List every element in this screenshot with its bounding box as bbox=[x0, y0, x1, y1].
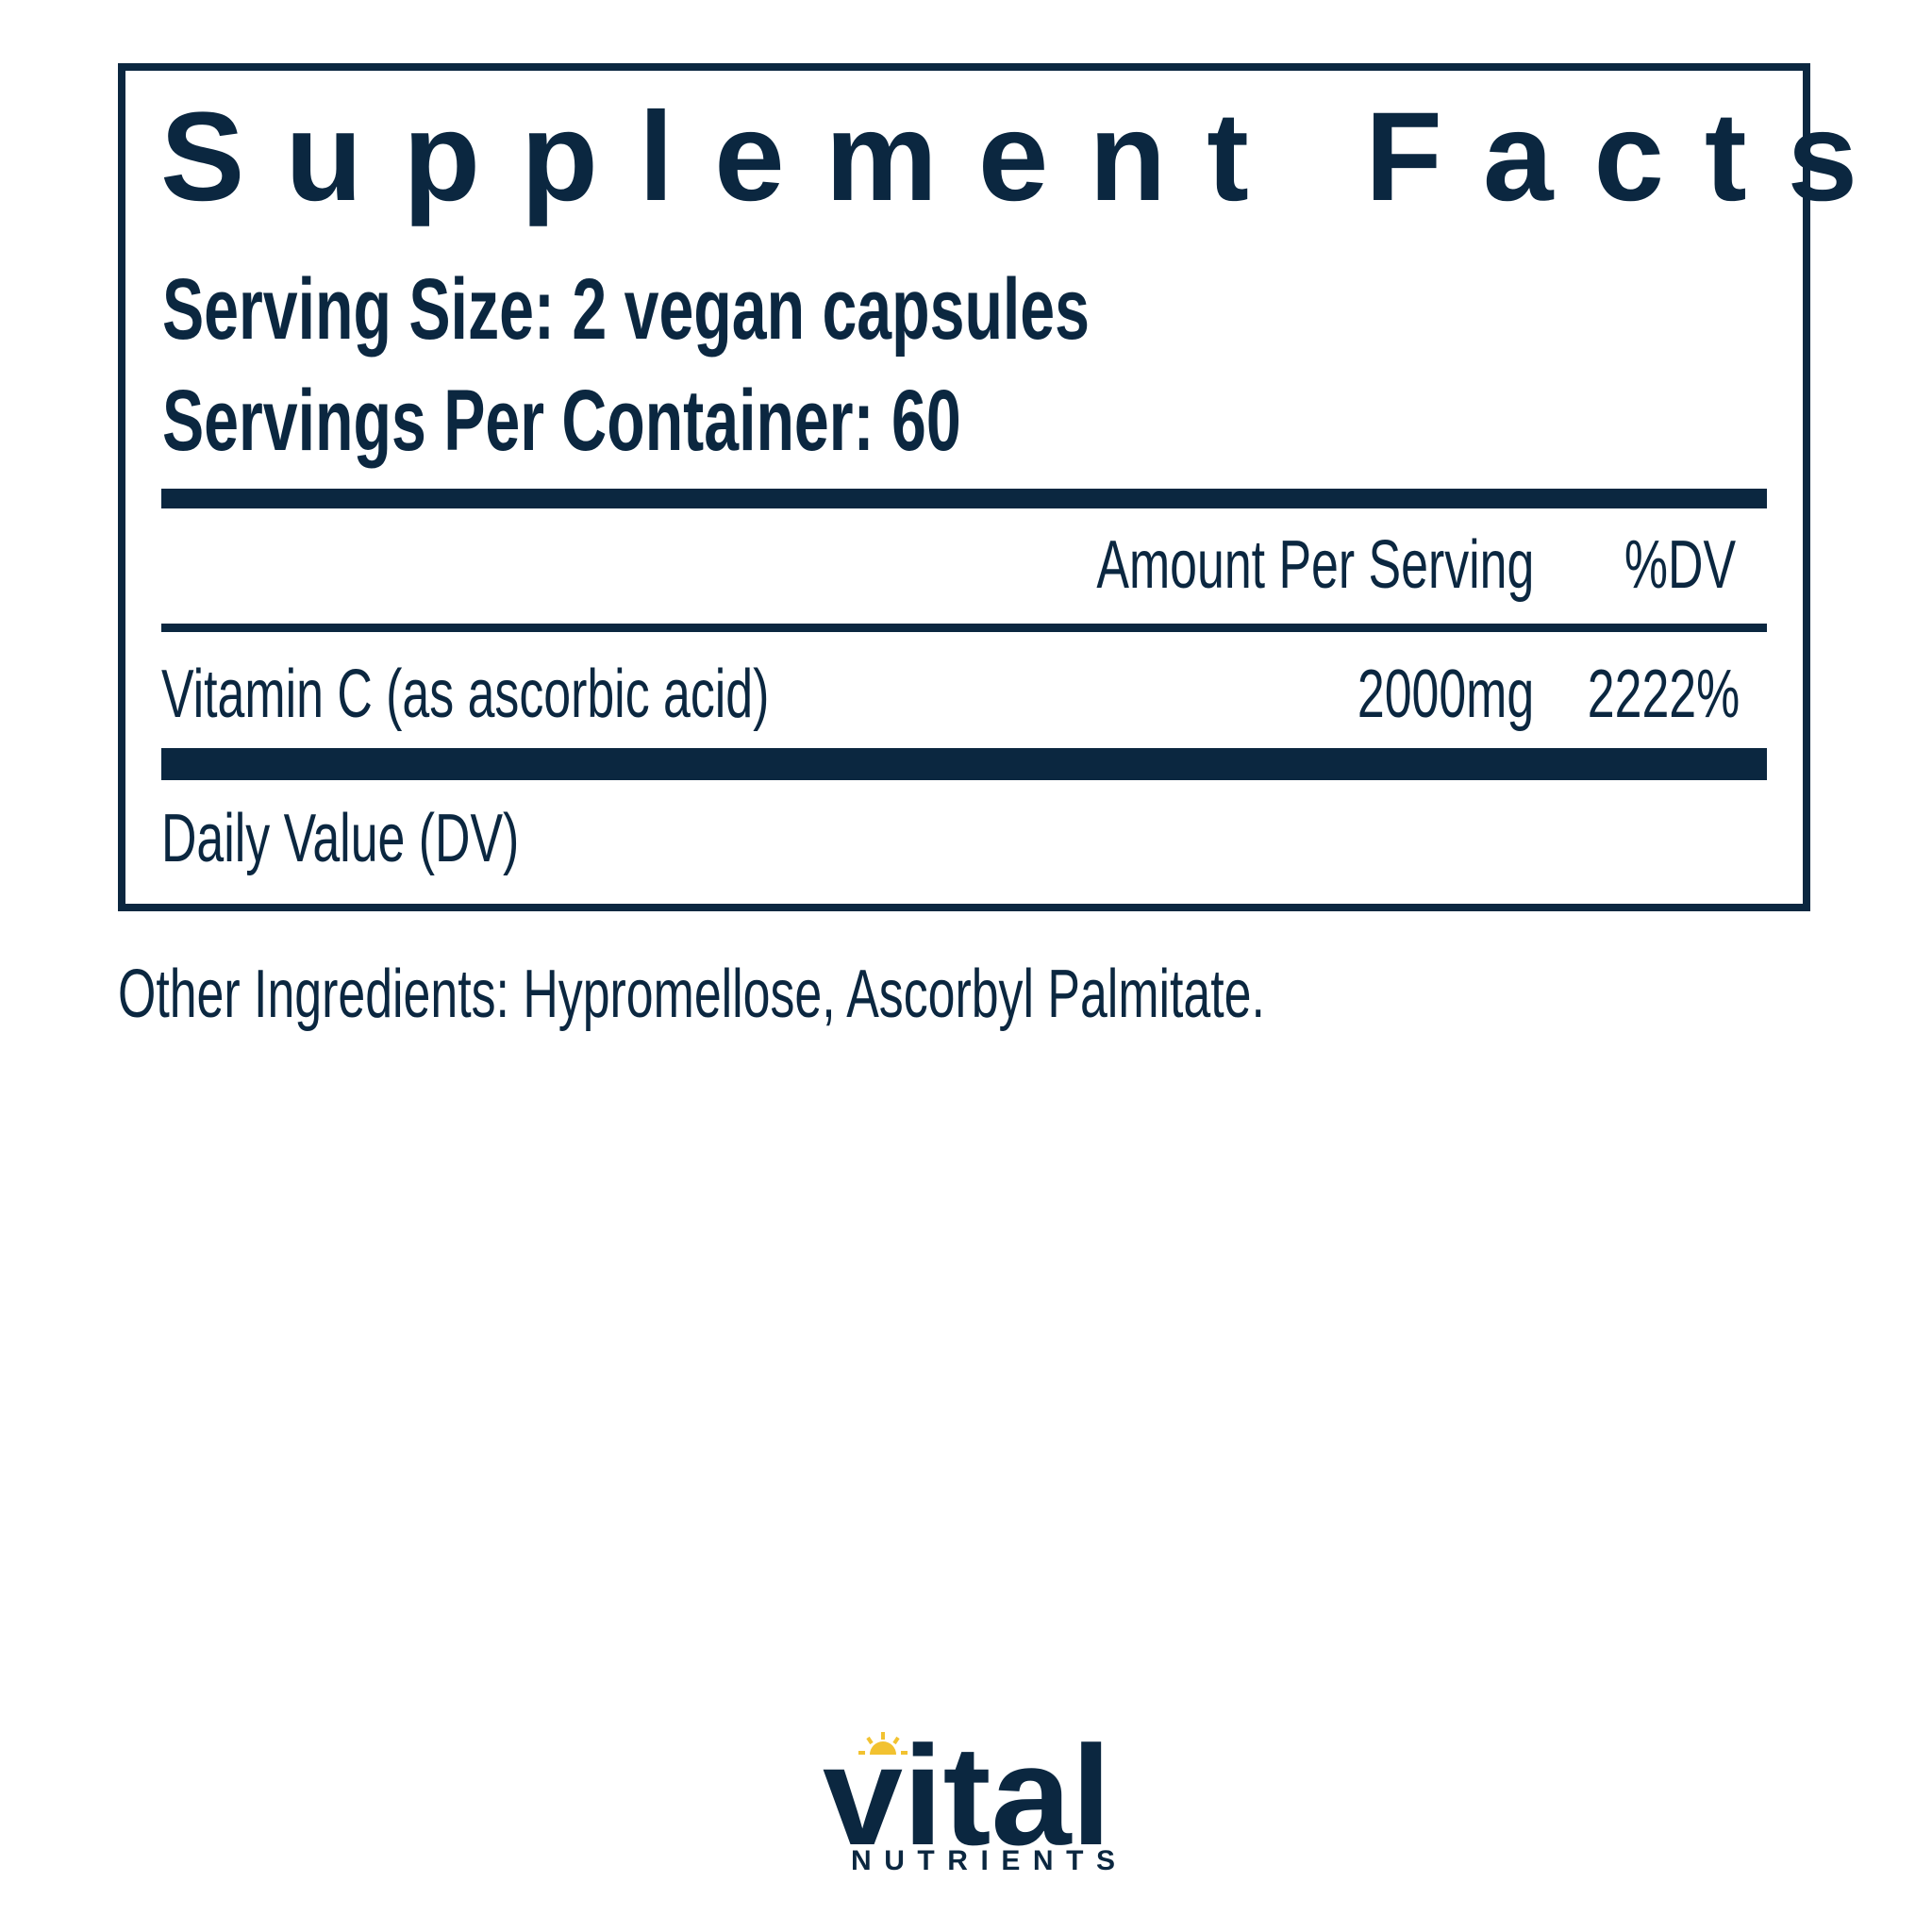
thick-divider bbox=[161, 489, 1767, 508]
ingredient-dv: 2222% bbox=[1587, 657, 1740, 732]
supplement-facts-panel bbox=[118, 63, 1810, 911]
other-ingredients: Other Ingredients: Hypromellose, Ascorby… bbox=[118, 960, 1711, 1028]
footnote: Daily Value (DV) bbox=[161, 805, 658, 873]
vital-nutrients-logo: vital NUTRIENTS bbox=[823, 1716, 1115, 1873]
ingredient-name: Vitamin C (as ascorbic acid) bbox=[161, 657, 770, 732]
thin-divider bbox=[161, 624, 1767, 632]
brand-sub: NUTRIENTS bbox=[851, 1845, 1115, 1873]
serving-size: Serving Size: 2 vegan capsules bbox=[162, 266, 1450, 353]
brand-name: vital bbox=[823, 1716, 1111, 1873]
other-ingredients-text: Other Ingredients: Hypromellose, Ascorby… bbox=[118, 957, 1265, 1032]
serving-size-text: Serving Size: 2 vegan capsules bbox=[162, 261, 1090, 358]
thick-divider-bottom bbox=[161, 748, 1767, 780]
ingredient-row: Vitamin C (as ascorbic acid) bbox=[161, 660, 1006, 728]
amount-header-text: Amount Per Serving bbox=[1096, 527, 1534, 603]
footnote-text: Daily Value (DV) bbox=[161, 801, 520, 876]
ingredient-amount: 2000mg bbox=[1357, 657, 1534, 732]
dv-header: %DV bbox=[1581, 531, 1736, 599]
dv-header-text: %DV bbox=[1624, 527, 1736, 603]
panel-title: Supplement Facts bbox=[160, 87, 1899, 227]
amount-header: Amount Per Serving bbox=[926, 531, 1534, 599]
servings-per-container: Servings Per Container: 60 bbox=[162, 377, 1272, 464]
sun-icon bbox=[858, 1732, 908, 1755]
ingredient-amount-cell: 2000mg bbox=[1289, 660, 1534, 728]
ingredient-dv-cell: 2222% bbox=[1528, 660, 1740, 728]
servings-per-container-text: Servings Per Container: 60 bbox=[162, 373, 961, 469]
